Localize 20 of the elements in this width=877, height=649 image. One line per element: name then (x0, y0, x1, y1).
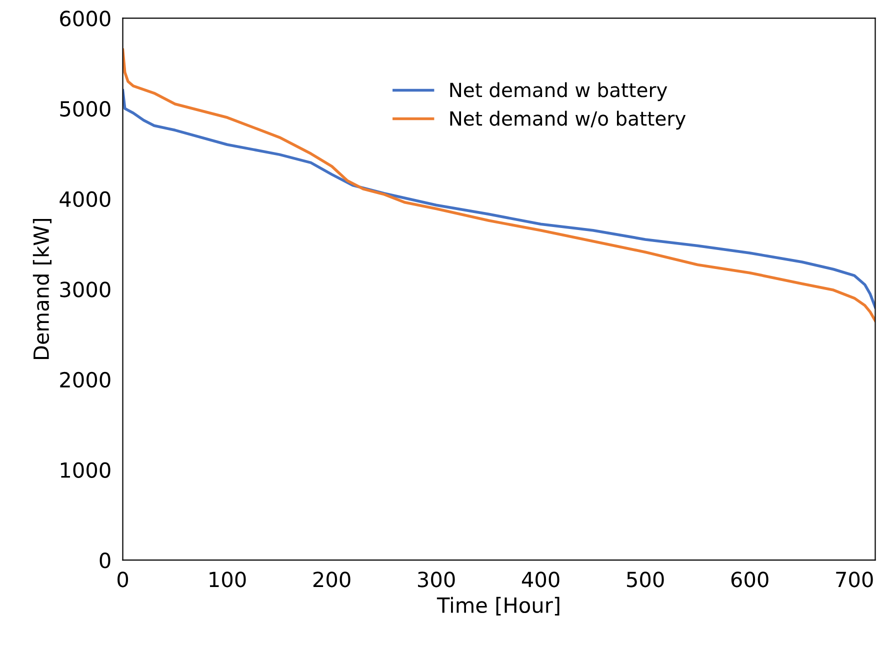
x-tick-label: 0 (118, 572, 128, 588)
y-axis-title: Demand [kW] (32, 218, 52, 360)
y-tick-label: 4000 (60, 191, 110, 208)
x-axis-title: Time [Hour] (436, 596, 560, 616)
legend-label: Net demand w/o battery (450, 110, 686, 130)
y-tick-label: 1000 (60, 462, 110, 478)
y-tick-label: 5000 (60, 100, 110, 117)
x-tick-label: 400 (522, 572, 560, 588)
x-tick-label: 200 (313, 572, 350, 588)
x-tick-label: 700 (836, 572, 873, 588)
line-series (122, 48, 876, 322)
x-tick-label: 600 (731, 572, 768, 588)
y-tick-label: 2000 (60, 372, 110, 388)
legend-label: Net demand w battery (450, 82, 668, 102)
x-tick-label: 500 (627, 572, 664, 588)
x-tick-label: 300 (418, 572, 455, 588)
y-tick-label: 0 (100, 552, 110, 568)
y-tick-label: 3000 (60, 282, 110, 298)
y-tick-label: 6000 (60, 10, 110, 26)
x-tick-label: 100 (210, 572, 246, 588)
